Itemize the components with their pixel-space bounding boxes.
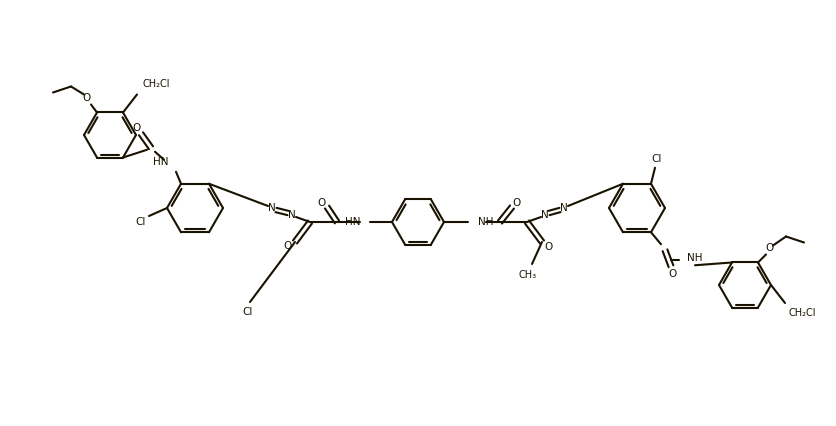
- Text: Cl: Cl: [651, 154, 661, 164]
- Text: NH: NH: [686, 253, 701, 263]
- Text: O: O: [283, 241, 292, 251]
- Text: N: N: [288, 210, 295, 220]
- Text: N: N: [541, 210, 548, 220]
- Text: O: O: [765, 244, 773, 253]
- Text: N: N: [559, 203, 567, 213]
- Text: Cl: Cl: [135, 217, 146, 227]
- Text: N: N: [268, 203, 276, 213]
- Text: HN: HN: [153, 157, 169, 167]
- Text: O: O: [668, 269, 676, 279]
- Text: O: O: [133, 123, 141, 133]
- Text: O: O: [544, 242, 553, 252]
- Text: O: O: [512, 198, 521, 208]
- Text: O: O: [83, 93, 91, 104]
- Text: CH₃: CH₃: [518, 270, 537, 280]
- Text: O: O: [318, 198, 326, 208]
- Text: CH₂Cl: CH₂Cl: [143, 80, 171, 89]
- Text: CH₂Cl: CH₂Cl: [788, 308, 816, 318]
- Text: HN: HN: [345, 217, 360, 227]
- Text: NH: NH: [477, 217, 493, 227]
- Text: Cl: Cl: [242, 307, 252, 317]
